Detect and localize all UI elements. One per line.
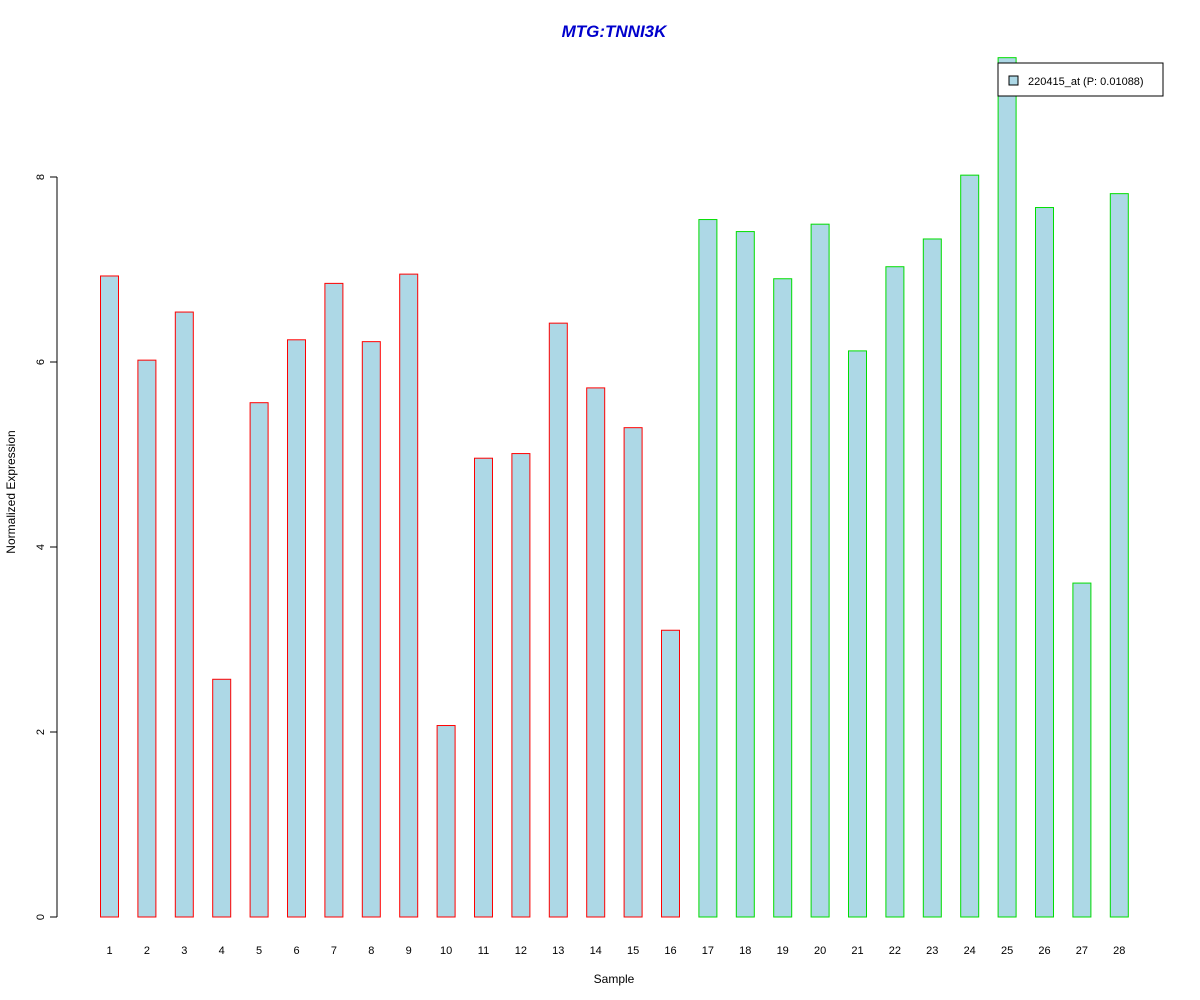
legend-label: 220415_at (P: 0.01088) (1028, 76, 1144, 88)
bar (1035, 207, 1054, 918)
x-tick-label: 26 (1038, 945, 1050, 957)
y-tick-label: 0 (35, 914, 47, 920)
x-tick-label: 23 (926, 945, 938, 957)
x-tick-label: 10 (440, 945, 452, 957)
y-tick-label: 8 (35, 174, 47, 180)
bar (735, 231, 755, 918)
x-tick-label: 24 (964, 945, 976, 957)
bar (997, 57, 1017, 918)
legend-box (997, 62, 1164, 97)
x-tick-labels: 1 2 3 4 5 6 7 8 9 10 11 12 13 14 15 16 17 18 19 20 21 22 23 24 2… (106, 945, 1125, 957)
x-tick-label: 1 (106, 945, 112, 957)
bar (137, 359, 157, 918)
bar (698, 219, 718, 918)
y-axis: 0 2 4 6 8 (35, 174, 58, 920)
bar (1072, 582, 1092, 918)
x-tick-label: 25 (1001, 945, 1013, 957)
y-axis-label: Normalized Expression (4, 430, 18, 553)
bar (511, 453, 531, 918)
x-tick-label: 27 (1076, 945, 1088, 957)
x-tick-label: 22 (889, 945, 901, 957)
x-tick-label: 17 (702, 945, 714, 957)
x-tick-label: 19 (777, 945, 789, 957)
bar (436, 725, 456, 918)
x-tick-label: 14 (590, 945, 602, 957)
bar (174, 311, 194, 918)
bar (548, 322, 568, 918)
bar (885, 266, 905, 918)
bar (287, 339, 306, 918)
bars (100, 57, 1129, 918)
x-tick-label: 8 (368, 945, 374, 957)
x-tick-label: 5 (256, 945, 262, 957)
x-tick-label: 3 (181, 945, 187, 957)
bar (324, 282, 344, 918)
x-tick-label: 28 (1113, 945, 1125, 957)
x-axis-label: Sample (594, 972, 635, 986)
y-tick-label: 4 (35, 544, 47, 550)
legend: 220415_at (P: 0.01088) (997, 62, 1164, 97)
x-tick-label: 20 (814, 945, 826, 957)
x-tick-label: 18 (739, 945, 751, 957)
bar (399, 273, 419, 918)
bar (361, 341, 381, 918)
x-tick-label: 21 (851, 945, 863, 957)
bar (249, 402, 269, 918)
bar (623, 427, 643, 918)
x-tick-label: 12 (515, 945, 527, 957)
bar (474, 457, 493, 918)
x-tick-label: 7 (331, 945, 337, 957)
y-tick-label: 6 (35, 359, 47, 365)
chart-title: MTG:TNNI3K (562, 22, 669, 41)
bar (773, 278, 793, 918)
x-tick-label: 9 (406, 945, 412, 957)
y-tick-label: 2 (35, 729, 47, 735)
x-tick-label: 6 (293, 945, 299, 957)
bar (212, 678, 232, 918)
x-tick-label: 13 (552, 945, 564, 957)
x-tick-label: 2 (144, 945, 150, 957)
bar (661, 629, 680, 918)
x-tick-label: 16 (664, 945, 676, 957)
bar (922, 238, 942, 918)
x-tick-label: 11 (478, 945, 489, 957)
legend-swatch (1008, 75, 1019, 86)
bar (100, 275, 119, 918)
x-tick-label: 15 (627, 945, 639, 957)
bar (960, 174, 980, 918)
bar (1109, 193, 1129, 918)
x-tick-label: 4 (219, 945, 225, 957)
bar (848, 350, 867, 918)
bar (810, 223, 830, 918)
bar (586, 387, 606, 918)
